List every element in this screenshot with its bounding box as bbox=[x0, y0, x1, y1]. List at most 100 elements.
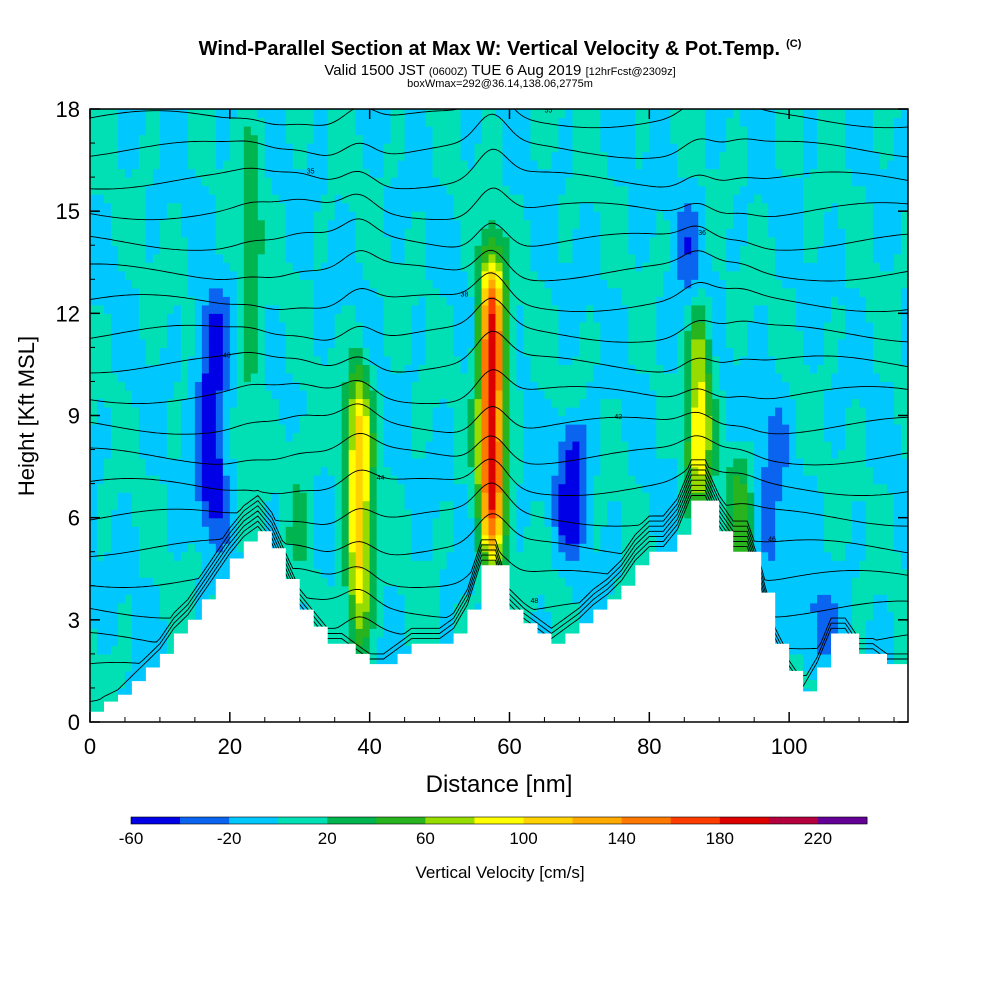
heat-cell bbox=[565, 483, 574, 493]
heat-cell bbox=[194, 509, 203, 519]
heat-cell bbox=[145, 441, 154, 451]
heat-cell bbox=[138, 304, 147, 314]
heat-cell bbox=[537, 355, 546, 366]
heat-cell bbox=[159, 585, 168, 595]
heat-cell bbox=[474, 279, 483, 289]
heat-cell bbox=[299, 143, 308, 153]
heat-cell bbox=[313, 355, 322, 366]
heat-cell bbox=[90, 636, 98, 646]
heat-cell bbox=[460, 330, 469, 340]
heat-cell bbox=[103, 526, 112, 536]
heat-cell bbox=[467, 424, 476, 434]
heat-cell bbox=[166, 424, 175, 434]
heat-cell bbox=[558, 194, 567, 204]
heat-cell bbox=[131, 406, 140, 417]
heat-cell bbox=[432, 560, 441, 570]
heat-cell bbox=[481, 517, 490, 527]
heat-cell bbox=[460, 628, 469, 638]
heat-cell bbox=[376, 534, 385, 544]
heat-cell bbox=[348, 143, 357, 153]
heat-cell bbox=[488, 143, 497, 153]
heat-cell bbox=[488, 253, 497, 263]
heat-cell bbox=[369, 134, 378, 144]
heat-cell bbox=[397, 534, 406, 544]
heat-cell bbox=[236, 364, 245, 374]
heat-cell bbox=[306, 389, 315, 400]
heat-cell bbox=[544, 483, 553, 493]
heat-cell bbox=[201, 228, 210, 238]
heat-cell bbox=[194, 296, 203, 306]
heat-cell bbox=[313, 330, 322, 340]
heat-cell bbox=[187, 287, 196, 297]
heat-cell bbox=[348, 594, 357, 604]
heat-cell bbox=[516, 526, 525, 536]
heat-cell bbox=[425, 372, 434, 383]
heat-cell bbox=[495, 219, 504, 229]
heat-cell bbox=[530, 372, 539, 383]
heat-cell bbox=[110, 466, 119, 476]
heat-cell bbox=[425, 211, 434, 221]
heat-cell bbox=[131, 636, 140, 646]
heat-cell bbox=[523, 134, 532, 144]
heat-cell bbox=[341, 594, 350, 604]
heat-cell bbox=[390, 602, 399, 612]
heat-cell bbox=[565, 534, 574, 544]
heat-cell bbox=[229, 347, 238, 357]
heat-cell bbox=[229, 551, 238, 561]
heat-cell bbox=[90, 560, 98, 570]
heat-cell bbox=[411, 279, 420, 289]
heat-cell bbox=[516, 483, 525, 493]
heat-cell bbox=[376, 526, 385, 536]
heat-cell bbox=[285, 389, 294, 400]
heat-cell bbox=[453, 194, 462, 204]
heat-cell bbox=[110, 534, 119, 544]
heat-cell bbox=[215, 245, 224, 255]
heat-cell bbox=[565, 177, 574, 187]
heat-cell bbox=[299, 347, 308, 357]
heat-cell bbox=[145, 228, 154, 238]
heat-cell bbox=[551, 509, 560, 519]
heat-cell bbox=[145, 160, 154, 170]
heat-cell bbox=[243, 109, 252, 119]
heat-cell bbox=[124, 364, 133, 374]
heat-cell bbox=[348, 458, 357, 468]
heat-cell bbox=[278, 475, 287, 485]
heat-cell bbox=[565, 194, 574, 204]
heat-cell bbox=[334, 236, 343, 246]
heat-cell bbox=[96, 458, 105, 468]
heat-cell bbox=[110, 458, 119, 468]
heat-cell bbox=[96, 219, 105, 229]
heat-cell bbox=[439, 602, 448, 612]
heat-cell bbox=[90, 509, 98, 519]
heat-cell bbox=[565, 398, 574, 408]
heat-cell bbox=[341, 202, 350, 212]
heat-cell bbox=[383, 194, 392, 204]
heat-cell bbox=[495, 364, 504, 374]
heat-cell bbox=[544, 168, 553, 178]
heat-cell bbox=[460, 560, 469, 570]
heat-cell bbox=[397, 321, 406, 331]
heat-cell bbox=[145, 253, 154, 263]
heat-cell bbox=[187, 126, 196, 136]
heat-cell bbox=[551, 628, 560, 638]
heat-cell bbox=[523, 228, 532, 238]
heat-cell bbox=[467, 381, 476, 391]
heat-cell bbox=[334, 492, 343, 502]
heat-cell bbox=[481, 279, 490, 289]
heat-cell bbox=[236, 330, 245, 340]
heat-cell bbox=[90, 185, 98, 195]
heat-cell bbox=[124, 194, 133, 204]
heat-cell bbox=[425, 415, 434, 425]
heat-cell bbox=[278, 211, 287, 221]
heat-cell bbox=[537, 228, 546, 238]
heat-cell bbox=[509, 432, 518, 442]
heat-cell bbox=[558, 526, 567, 536]
heat-cell bbox=[327, 500, 336, 510]
heat-cell bbox=[565, 262, 574, 272]
heat-cell bbox=[285, 415, 294, 425]
heat-cell bbox=[292, 389, 301, 400]
heat-cell bbox=[460, 551, 469, 561]
heat-cell bbox=[215, 117, 224, 127]
heat-cell bbox=[229, 228, 238, 238]
heat-cell bbox=[488, 424, 497, 434]
